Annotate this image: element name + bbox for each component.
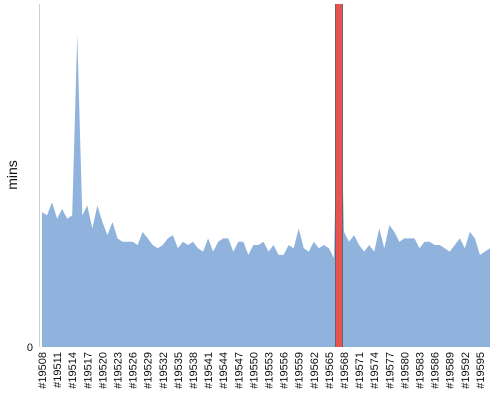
- plot-area: [42, 4, 490, 347]
- x-tick-label: #19547: [233, 352, 245, 389]
- x-tick-label: #19571: [354, 352, 366, 389]
- x-tick-label: #19574: [369, 352, 381, 389]
- x-tick-label: #19556: [279, 352, 291, 389]
- x-tick-label: #19544: [218, 352, 230, 389]
- x-tick-label: #19529: [143, 352, 155, 389]
- x-tick-label: #19550: [248, 352, 260, 389]
- x-tick-label: #19508: [37, 352, 49, 389]
- x-tick-label: #19580: [399, 352, 411, 389]
- x-tick-label: #19559: [294, 352, 306, 389]
- x-tick-label: #19577: [384, 352, 396, 389]
- x-tick-label: #19511: [52, 352, 64, 388]
- tick-labels: 0#19508 #19511 #19514 #19517 #19520 #19523 #19…: [27, 342, 487, 389]
- x-tick-label: #19532: [158, 352, 170, 389]
- x-tick-label: #19538: [188, 352, 200, 389]
- y-axis-label: mins: [4, 160, 20, 190]
- x-tick-label: #19586: [430, 352, 442, 389]
- x-tick-label: #19526: [128, 352, 140, 389]
- x-tick-label: #19592: [460, 352, 472, 389]
- x-tick-label: #19562: [309, 352, 321, 389]
- x-tick-label: #19517: [82, 352, 94, 389]
- x-tick-label: #19565: [324, 352, 336, 389]
- x-tick-label: #19553: [264, 352, 276, 389]
- highlight-bar[interactable]: [335, 4, 342, 347]
- x-tick-label: #19541: [203, 352, 215, 389]
- x-tick-label: #19568: [339, 352, 351, 389]
- series-area: [42, 18, 490, 347]
- x-tick-label: #19583: [415, 352, 427, 389]
- x-tick-label: #19523: [113, 352, 125, 389]
- highlight-edge-right: [341, 4, 343, 347]
- x-tick-label: #19589: [445, 352, 457, 389]
- y-tick-label: 0: [27, 342, 33, 354]
- x-tick-label: #19520: [97, 352, 109, 389]
- x-tick-label: #19514: [67, 352, 79, 389]
- x-tick-label: #19595: [475, 352, 487, 389]
- highlight-edge-left: [334, 4, 336, 347]
- x-tick-label: #19535: [173, 352, 185, 389]
